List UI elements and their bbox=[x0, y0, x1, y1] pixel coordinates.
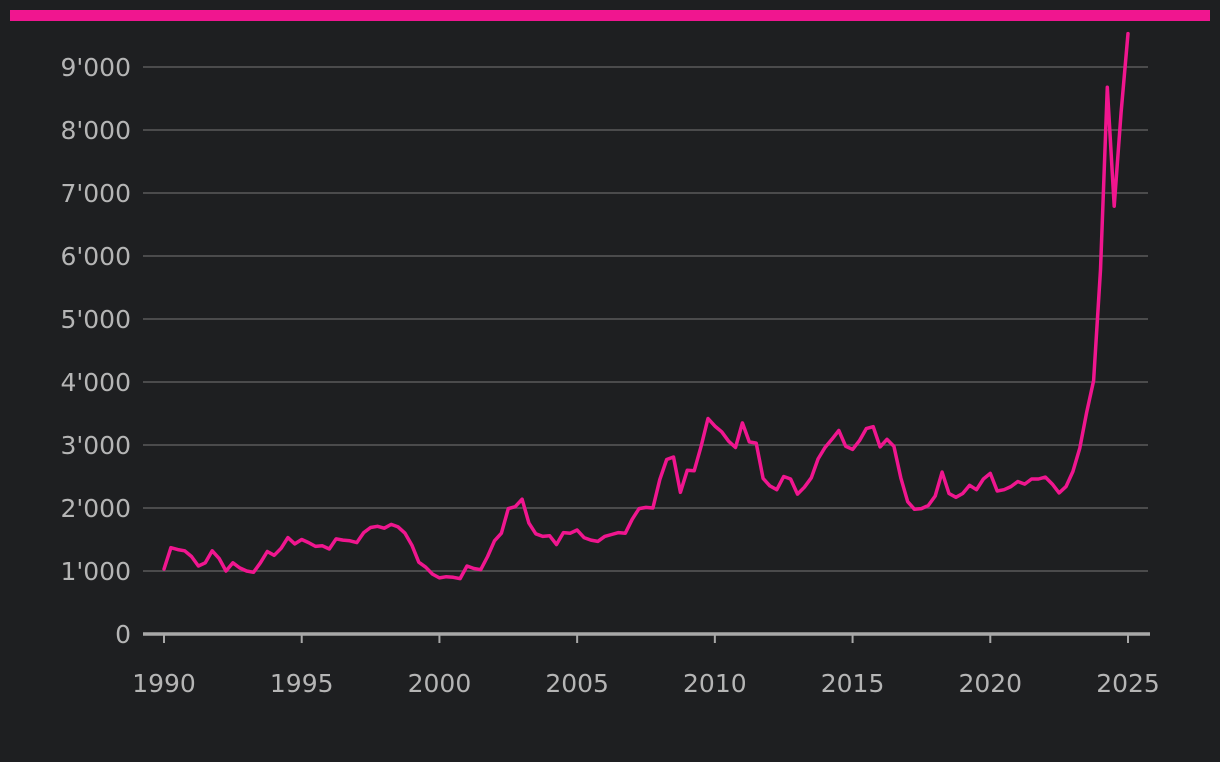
y-tick-label: 6'000 bbox=[61, 242, 132, 271]
x-tick-label: 2015 bbox=[821, 669, 885, 698]
top-accent-bar bbox=[10, 10, 1210, 21]
x-tick-label: 2025 bbox=[1096, 669, 1160, 698]
x-tick-label: 1995 bbox=[270, 669, 334, 698]
y-tick-label: 9'000 bbox=[61, 53, 132, 82]
tick-labels: 0 1'000 2'000 3'000 4'000 5'000 6'000 7'000 8'00… bbox=[61, 53, 1160, 698]
series-layer bbox=[162, 31, 1130, 581]
x-tick-label: 2020 bbox=[958, 669, 1022, 698]
y-tick-label: 3'000 bbox=[61, 431, 132, 460]
y-tick-label: 1'000 bbox=[61, 557, 132, 586]
y-tick-label: 5'000 bbox=[61, 305, 132, 334]
y-tick-label: 0 bbox=[115, 620, 131, 649]
x-tick-label: 2000 bbox=[408, 669, 472, 698]
x-tick-label: 2010 bbox=[683, 669, 747, 698]
gridlines bbox=[143, 66, 1148, 572]
series-line bbox=[162, 31, 1130, 581]
y-tick-label: 2'000 bbox=[61, 494, 132, 523]
y-tick-label: 7'000 bbox=[61, 179, 132, 208]
axes bbox=[143, 632, 1150, 643]
y-tick-label: 8'000 bbox=[61, 116, 132, 145]
x-tick-label: 2005 bbox=[545, 669, 609, 698]
x-tick-label: 1990 bbox=[132, 669, 196, 698]
y-tick-label: 4'000 bbox=[61, 368, 132, 397]
